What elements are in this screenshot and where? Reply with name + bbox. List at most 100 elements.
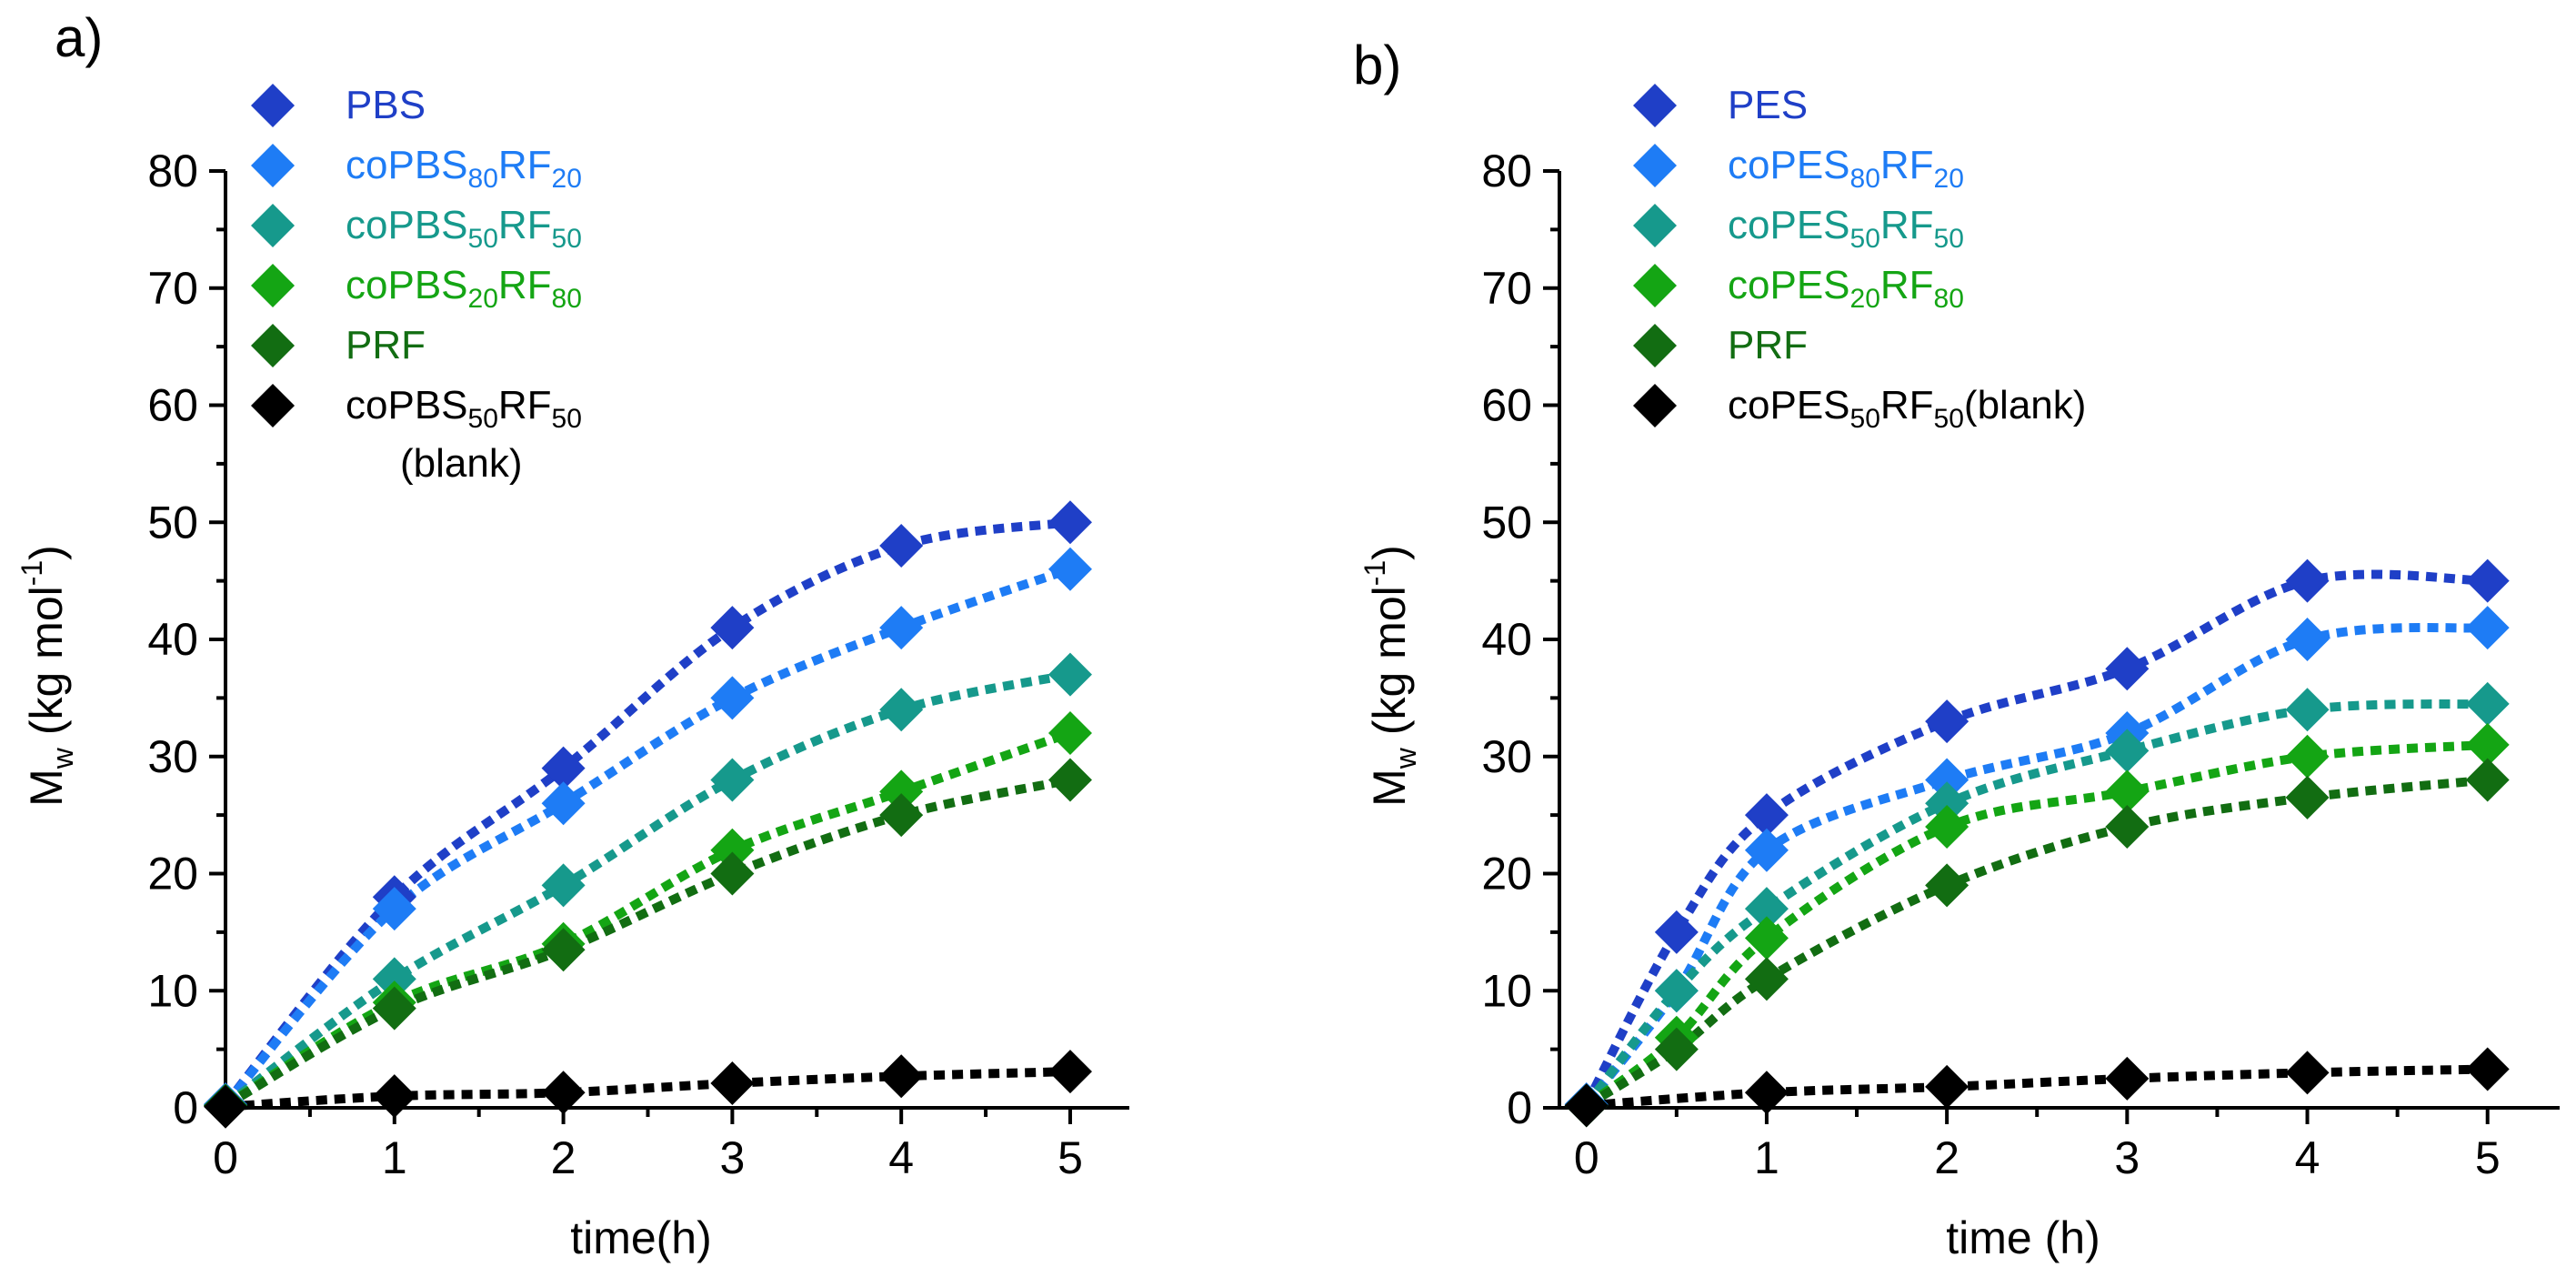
data-point <box>2465 558 2510 603</box>
x-tick-label: 0 <box>1574 1132 1599 1183</box>
data-point <box>710 1061 755 1105</box>
legend-label: PRF <box>1728 323 1808 367</box>
data-point <box>1744 887 1789 931</box>
data-point <box>1925 1064 1970 1109</box>
data-point <box>879 793 924 838</box>
fit-line-pes <box>1582 569 2488 1107</box>
fit-line-copbs50rf50-blank- <box>225 1067 1071 1111</box>
data-point <box>1654 969 1699 1013</box>
x-tick-label: 4 <box>888 1132 914 1183</box>
data-point <box>1925 781 1970 826</box>
data-point <box>541 781 586 826</box>
x-tick-label: 1 <box>1754 1132 1779 1183</box>
data-point <box>710 676 755 720</box>
fit-line-copbs50rf50 <box>223 669 1071 1110</box>
data-point <box>2285 734 2330 779</box>
data-point <box>2105 729 2150 773</box>
fit-line-copbs20rf80 <box>223 729 1072 1110</box>
data-point <box>1047 547 1092 591</box>
data-point <box>879 1054 924 1099</box>
y-tick-label: 20 <box>1481 849 1532 900</box>
data-point <box>1654 1027 1699 1071</box>
legend-marker <box>1633 264 1677 307</box>
y-tick-label: 0 <box>173 1082 198 1133</box>
panel-label: a) <box>55 7 103 68</box>
panel-label: b) <box>1353 35 1401 96</box>
data-point <box>2285 775 2330 819</box>
data-point <box>1925 863 1970 908</box>
data-point <box>879 688 924 732</box>
data-point <box>2465 722 2510 767</box>
data-point <box>1925 758 1970 802</box>
y-axis-title: Mw (kg mol-1) <box>1358 545 1422 807</box>
x-tick-label: 5 <box>2475 1132 2501 1183</box>
data-point <box>879 524 924 568</box>
x-axis-title: time (h) <box>1946 1212 2100 1263</box>
data-point <box>1654 910 1699 954</box>
data-point <box>710 606 755 650</box>
fit-line-copes20rf80 <box>1583 739 2489 1110</box>
data-point <box>541 928 586 972</box>
y-tick-label: 60 <box>1481 380 1532 431</box>
data-point <box>2465 681 2510 726</box>
x-tick-label: 0 <box>213 1132 238 1183</box>
legend-label: coPES80RF20 <box>1728 143 1964 194</box>
data-point <box>1925 805 1970 849</box>
x-tick-label: 2 <box>1934 1132 1960 1183</box>
fit-line-copes50rf50-blank- <box>1586 1064 2488 1111</box>
y-axis-title: Mw (kg mol-1) <box>15 545 79 807</box>
data-point <box>1047 711 1092 755</box>
legend-label: PBS <box>346 83 426 127</box>
y-tick-label: 50 <box>147 497 198 548</box>
data-point <box>1564 1083 1609 1128</box>
y-tick-label: 80 <box>147 146 198 196</box>
data-point <box>204 1084 247 1129</box>
y-tick-label: 30 <box>1481 731 1532 782</box>
legend-label: coPBS50RF50 <box>346 383 582 434</box>
y-tick-label: 0 <box>1507 1082 1532 1133</box>
x-tick-label: 5 <box>1057 1132 1083 1183</box>
y-tick-label: 80 <box>1481 146 1532 196</box>
legend-label: PRF <box>346 323 426 367</box>
data-point <box>372 986 416 1031</box>
data-point <box>710 851 755 896</box>
data-point <box>2285 1051 2330 1095</box>
data-point <box>710 828 755 872</box>
legend-marker <box>251 324 295 367</box>
data-point <box>1047 652 1092 697</box>
legend-label-line2: (blank) <box>400 441 523 486</box>
panel-a: a) 0 10 20 30 40 50 60 70 80 0 1 2 3 4 5 time(h) Mw (kg m… <box>15 7 1129 1263</box>
y-tick-label: 50 <box>1481 497 1532 548</box>
x-tick-label: 2 <box>551 1132 576 1183</box>
y-tick-label: 70 <box>1481 263 1532 314</box>
legend-label: coPBS20RF80 <box>346 263 582 314</box>
legend-marker <box>251 384 295 427</box>
data-point <box>2465 606 2510 650</box>
data-point <box>2285 688 2330 732</box>
y-tick-label: 30 <box>147 731 198 782</box>
legend-marker <box>251 84 295 127</box>
x-tick-label: 3 <box>719 1132 745 1183</box>
x-axis-title: time(h) <box>570 1212 712 1263</box>
y-tick-label: 60 <box>147 380 198 431</box>
data-point <box>1047 1050 1092 1094</box>
legend-marker <box>1633 144 1677 187</box>
data-point <box>2465 758 2510 802</box>
data-point <box>2105 805 2150 849</box>
legend-marker <box>251 204 295 247</box>
legend-marker <box>1633 204 1677 247</box>
y-tick-label: 10 <box>147 965 198 1016</box>
data-point <box>710 758 755 802</box>
y-tick-label: 40 <box>1481 614 1532 665</box>
legend-marker <box>1633 324 1677 367</box>
legend-marker <box>1633 384 1677 427</box>
x-tick-label: 4 <box>2295 1132 2320 1183</box>
data-point <box>2465 1047 2510 1091</box>
data-point <box>2285 618 2330 661</box>
x-tick-label: 1 <box>382 1132 407 1183</box>
legend-marker <box>251 144 295 187</box>
data-point <box>541 863 586 908</box>
data-point <box>1744 1071 1789 1115</box>
panel-b: b) 0 10 20 30 40 50 60 70 80 0 1 2 3 4 5 time (h) Mw (kg … <box>1353 35 2560 1263</box>
